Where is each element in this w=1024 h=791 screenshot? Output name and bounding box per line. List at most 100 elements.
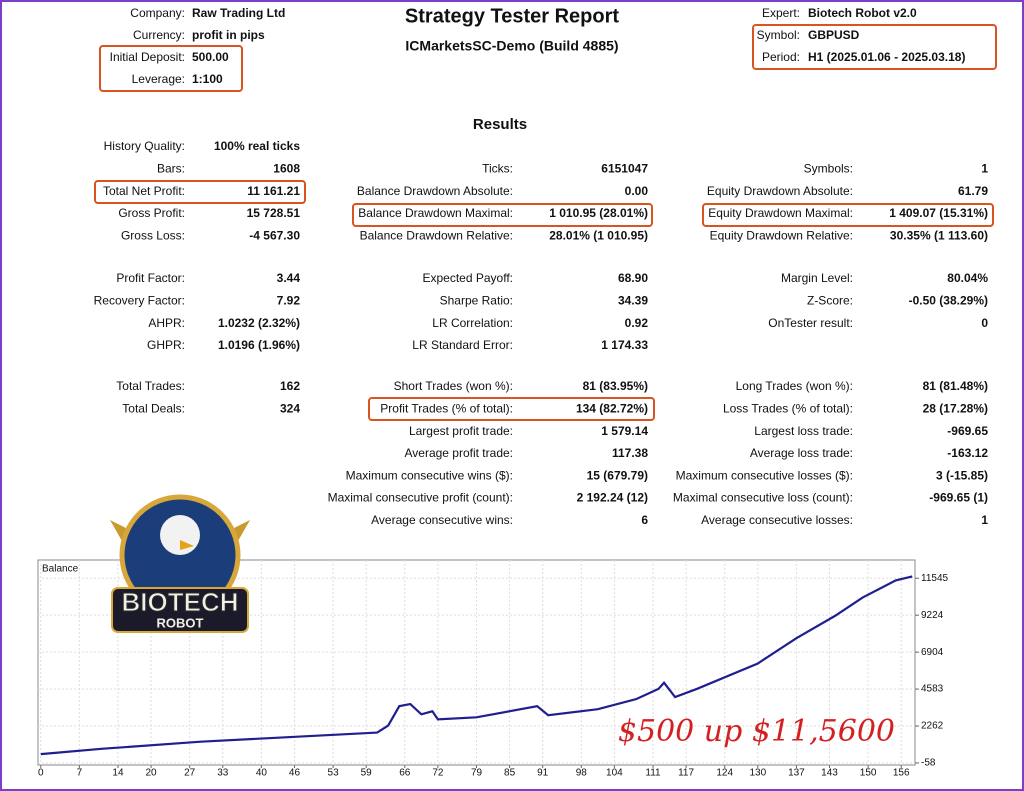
x-tick-label: 59 (361, 768, 373, 779)
result-value: 1.0196 (1.96%) (218, 338, 300, 352)
result-label: Ticks: (482, 161, 513, 175)
result-value: 2 192.24 (12) (577, 491, 648, 505)
result-value: 1 010.95 (28.01%) (549, 206, 648, 220)
x-tick-label: 27 (184, 768, 196, 779)
result-label: Maximal consecutive loss (count): (673, 491, 853, 505)
result-value: 0.00 (625, 184, 649, 198)
header-value: profit in pips (192, 28, 265, 42)
result-value: -969.65 (1) (929, 491, 988, 505)
x-tick-label: 104 (606, 768, 623, 779)
logo: BIOTECH ROBOT (110, 494, 250, 633)
result-value: 11 161.21 (247, 184, 300, 198)
x-tick-label: 143 (821, 768, 838, 779)
result-label: Profit Factor: (116, 271, 185, 285)
result-value: 80.04% (947, 271, 988, 285)
result-value: 6 (641, 513, 648, 527)
result-value: 3 (-15.85) (936, 468, 988, 482)
result-value: 1.0232 (2.32%) (218, 316, 300, 330)
result-label: History Quality: (104, 139, 185, 153)
header-label: Leverage: (132, 72, 185, 86)
result-label: Balance Drawdown Relative: (360, 228, 513, 242)
result-label: Short Trades (won %): (394, 379, 513, 393)
result-value: 162 (280, 379, 300, 393)
chart-annotation: $500 up $11,5600 (618, 714, 895, 749)
y-tick-label: -58 (921, 758, 936, 769)
result-value: 81 (81.48%) (923, 379, 988, 393)
result-label: Average consecutive wins: (371, 513, 513, 527)
result-label: Sharpe Ratio: (440, 293, 513, 307)
x-tick-label: 150 (860, 768, 877, 779)
result-value: 3.44 (277, 271, 301, 285)
result-label: Equity Drawdown Relative: (710, 228, 853, 242)
result-value: 1 (981, 513, 988, 527)
result-label: LR Correlation: (432, 316, 513, 330)
highlight-box (752, 24, 997, 70)
result-value: 30.35% (1 113.60) (890, 228, 988, 242)
result-value: 34.39 (618, 293, 648, 307)
result-label: Average profit trade: (404, 446, 513, 460)
highlight-box (368, 397, 655, 421)
result-value: 15 728.51 (247, 206, 301, 220)
x-tick-label: 46 (289, 768, 301, 779)
result-value: -163.12 (947, 446, 988, 460)
x-tick-label: 124 (716, 768, 733, 779)
x-tick-label: 117 (678, 768, 694, 779)
result-value: 1 (981, 161, 988, 175)
result-label: Gross Profit: (118, 206, 185, 220)
result-value: 28 (17.28%) (923, 401, 988, 415)
result-value: 0 (981, 316, 988, 330)
x-tick-label: 85 (504, 768, 516, 779)
x-tick-label: 33 (217, 768, 229, 779)
result-value: -969.65 (947, 424, 988, 438)
result-label: Total Net Profit: (103, 184, 185, 198)
x-tick-label: 20 (146, 768, 158, 779)
series-name: Balance (42, 564, 79, 575)
highlight-box (99, 45, 243, 92)
result-label: Maximum consecutive wins ($): (346, 468, 513, 482)
highlight-box (94, 180, 306, 204)
result-label: AHPR: (148, 316, 185, 330)
result-value: 117.38 (612, 446, 648, 460)
result-value: 28.01% (1 010.95) (549, 228, 648, 242)
x-tick-label: 91 (537, 768, 549, 779)
logo-text: BIOTECH (122, 587, 239, 617)
logo-beak (180, 540, 194, 550)
result-value: 1608 (273, 161, 300, 175)
result-value: 68.90 (618, 271, 648, 285)
result-label: Equity Drawdown Absolute: (707, 184, 853, 198)
x-tick-label: 111 (645, 768, 661, 779)
result-value: 7.92 (277, 293, 301, 307)
highlight-box (352, 203, 653, 227)
x-tick-label: 66 (399, 768, 411, 779)
result-label: Equity Drawdown Maximal: (708, 206, 853, 220)
result-label: Gross Loss: (121, 228, 185, 242)
result-label: Z-Score: (807, 293, 853, 307)
y-tick-label: 2262 (921, 721, 944, 732)
header-value: 1:100 (192, 72, 223, 86)
header-value: GBPUSD (808, 28, 860, 42)
result-value: 1 579.14 (601, 424, 648, 438)
balance-line (40, 575, 913, 756)
y-tick-label: 11545 (921, 573, 949, 584)
x-tick-label: 40 (256, 768, 268, 779)
logo-banner (111, 587, 249, 633)
x-tick-label: 7 (77, 768, 83, 779)
result-label: Balance Drawdown Maximal: (358, 206, 513, 220)
y-tick-label: 9224 (921, 610, 944, 621)
title: Strategy Tester Report (405, 5, 619, 27)
result-label: Maximal consecutive profit (count): (328, 491, 513, 505)
result-label: Recovery Factor: (94, 293, 185, 307)
results-heading: Results (473, 116, 527, 133)
result-value: 15 (679.79) (587, 468, 648, 482)
result-value: 1 174.33 (601, 338, 648, 352)
highlight-box (702, 203, 994, 227)
logo-text: ROBOT (157, 615, 204, 630)
result-label: Total Trades: (116, 379, 185, 393)
result-label: Margin Level: (781, 271, 853, 285)
result-label: Long Trades (won %): (736, 379, 853, 393)
result-label: Balance Drawdown Absolute: (357, 184, 513, 198)
result-label: Symbols: (804, 161, 853, 175)
x-tick-label: 0 (38, 768, 44, 779)
result-value: 0.92 (625, 316, 649, 330)
x-tick-label: 98 (576, 768, 588, 779)
